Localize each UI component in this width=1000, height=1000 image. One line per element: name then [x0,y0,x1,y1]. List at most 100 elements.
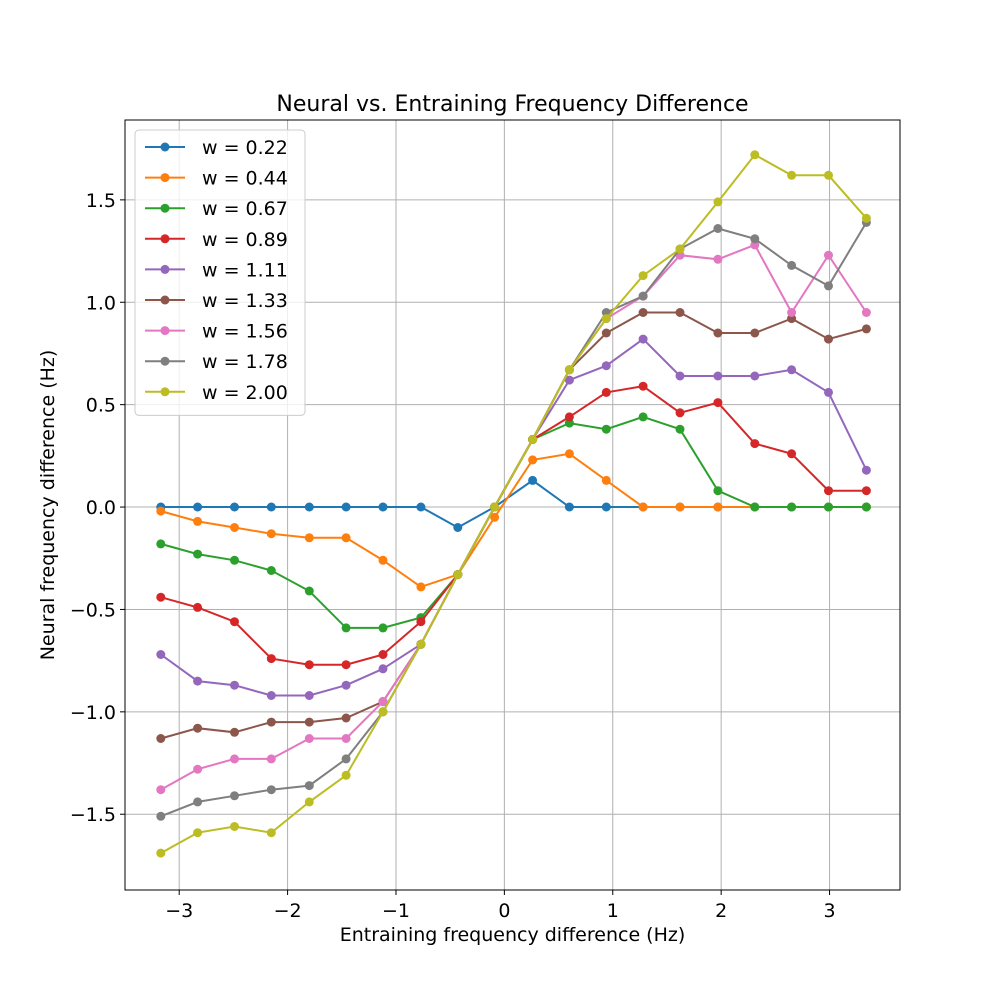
data-point [230,502,239,512]
data-point [638,381,648,391]
data-point [713,197,723,207]
legend-swatch-marker [160,326,170,336]
data-point [601,475,611,485]
data-point [675,371,685,381]
data-point [564,449,574,459]
data-point [824,486,833,496]
data-point [304,734,314,743]
data-point [230,617,239,627]
series-9 [156,150,871,858]
data-point [230,523,239,532]
data-point [341,660,351,670]
data-point [156,592,166,602]
series-line [160,452,867,589]
data-point [861,502,871,512]
legend-item: w = 2.00 [145,382,288,404]
data-point [304,502,314,512]
data-point [787,365,797,375]
data-point [564,502,574,512]
legend-swatch-marker [160,387,170,397]
x-tick-label: 2 [715,900,727,922]
data-point [378,697,388,707]
data-point [266,691,276,700]
data-point [156,539,166,549]
data-point [675,244,685,254]
data-point [601,361,611,371]
legend-swatch-marker [160,142,170,152]
data-point [193,797,203,807]
legend-label: w = 1.78 [202,351,288,373]
legend-label: w = 1.56 [202,321,288,343]
x-tick-label: 3 [823,900,835,922]
data-point [675,308,685,317]
data-point [193,516,203,526]
legend-item: w = 0.67 [145,198,288,220]
data-point [787,449,797,459]
data-point [266,654,276,664]
data-point [490,512,500,522]
data-point [750,234,760,244]
data-point [861,308,871,317]
series-lines [156,150,871,858]
legend-item: w = 0.89 [145,229,288,251]
data-point [638,412,648,422]
data-point [193,723,203,733]
data-point [378,664,388,674]
legend-item: w = 1.33 [145,290,288,312]
data-point [230,791,239,801]
data-point [266,502,276,512]
legend-label: w = 1.33 [202,290,288,312]
data-point [341,623,351,633]
data-point [601,502,611,512]
y-tick-label: 1.0 [86,292,116,314]
y-tick-label: 0.5 [86,395,116,417]
legend-label: w = 0.89 [202,229,288,251]
data-point [341,754,351,764]
data-point [304,691,314,700]
chart-title: Neural vs. Entraining Frequency Differen… [276,92,748,117]
data-point [713,328,723,338]
x-tick-label: 1 [607,900,619,922]
data-point [378,650,388,659]
data-point [713,224,723,233]
data-point [713,486,723,496]
data-point [787,502,797,512]
data-point [713,502,723,512]
data-point [378,707,388,717]
data-point [304,660,314,670]
x-axis-label: Entraining frequency difference (Hz) [340,924,686,946]
data-point [156,848,166,858]
data-point [156,650,166,659]
y-tick-label: −1.5 [70,804,116,826]
data-point [750,371,760,381]
legend-item: w = 1.78 [145,351,288,373]
data-point [601,387,611,397]
data-point [266,717,276,727]
legend-item: w = 0.44 [145,168,288,190]
data-point [193,549,203,559]
data-point [416,502,426,512]
data-point [341,770,351,780]
data-point [304,797,314,807]
data-point [675,408,685,418]
data-point [341,533,351,543]
x-tick-label: 0 [498,900,510,922]
series-line [160,153,868,854]
data-point [824,387,833,397]
data-point [416,639,426,649]
data-point [564,418,574,428]
data-point [787,170,797,180]
data-point [601,328,611,338]
data-point [156,506,166,516]
data-point [787,260,797,270]
data-point [861,486,871,496]
data-point [193,764,203,774]
data-point [230,822,239,831]
legend-box [134,129,306,416]
y-axis-label: Neural frequency difference (Hz) [37,350,59,661]
data-point [528,435,538,444]
data-point [564,365,574,375]
data-point [861,465,871,475]
data-point [713,254,723,264]
data-point [266,529,276,539]
